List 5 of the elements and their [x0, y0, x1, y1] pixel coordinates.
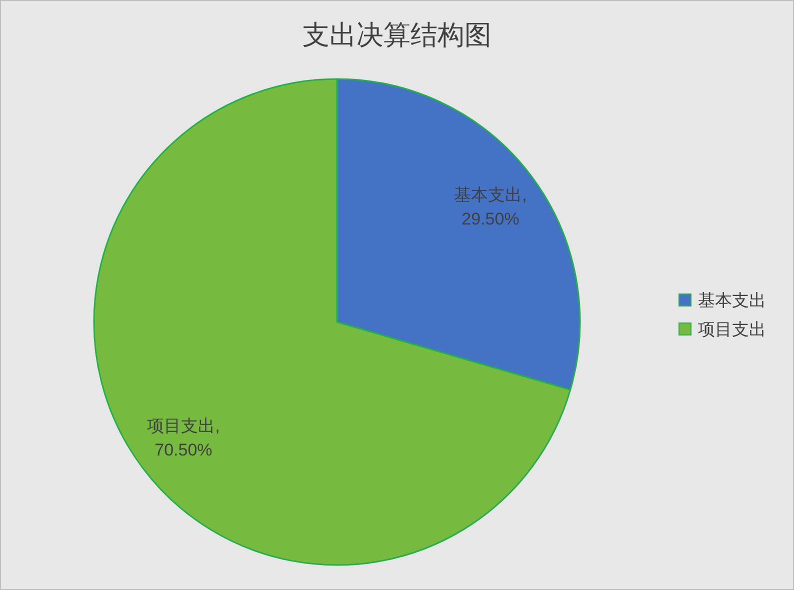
data-label: 项目支出, 70.50%: [147, 416, 220, 460]
chart-title: 支出决算结构图: [302, 20, 492, 50]
legend-label: 基本支出: [698, 291, 766, 310]
data-label: 基本支出, 29.50%: [454, 186, 527, 229]
legend-label: 项目支出: [698, 320, 766, 339]
